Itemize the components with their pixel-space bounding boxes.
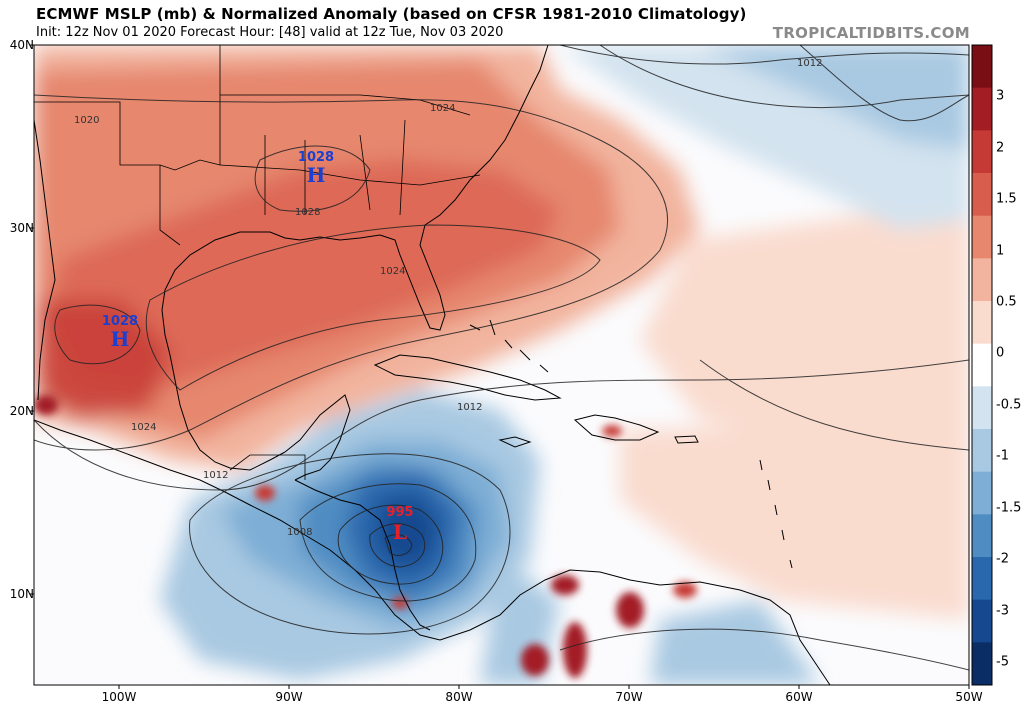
map-frame [33,44,970,686]
isobar-label: 1008 [287,527,312,538]
colorbar-swatch [972,173,992,217]
colorbar-swatch [972,87,992,131]
colorbar-frame [971,44,993,686]
lon-label: 100W [101,690,137,704]
anomaly-hotspots [34,395,697,678]
high-pressure-symbol: H [307,163,326,187]
colorbar-swatch [972,343,992,387]
lon-label: 90W [275,690,303,704]
brand-watermark: TROPICALTIDBITS.COM [772,24,970,42]
colorbar-swatch [972,258,992,302]
colorbar-label: 3 [996,88,1005,104]
map-panel: 1012 1024 1020 1028 1024 1024 1012 1012 … [34,45,969,685]
low-pressure-value: 995 [386,505,413,520]
isobar-label: 1012 [203,470,228,481]
isobar-label: 1028 [295,207,320,218]
colorbar-label: 0 [996,345,1005,361]
lat-label: 10N [9,587,34,601]
colorbar-label: 1.5 [996,191,1017,207]
lon-label: 80W [445,690,473,704]
axis-ticks [30,44,970,689]
colorbar-swatch [972,45,992,89]
lon-label: 50W [955,690,983,704]
isobar-label: 1020 [74,115,99,126]
anomaly-shading [34,45,969,685]
isobars [34,45,969,671]
high-pressure-symbol: H [111,327,130,351]
colorbar-swatch [972,301,992,345]
lat-label: 40N [9,38,34,52]
colorbar-swatch [972,599,992,643]
coastlines [34,45,831,685]
lat-label: 20N [9,404,34,418]
isobar-labels: 1012 1024 1020 1028 1024 1024 1012 1012 … [74,58,822,538]
isobar-label: 1024 [131,422,156,433]
colorbar-swatch [972,642,992,686]
colorbar-swatch [972,429,992,473]
isobar-label: 1024 [380,266,405,277]
map-title: ECMWF MSLP (mb) & Normalized Anomaly (ba… [36,5,747,23]
colorbar-swatch [972,130,992,174]
isobar-label: 1012 [797,58,822,69]
colorbar-label: -0.5 [996,397,1022,413]
colorbar-label: 2 [996,140,1005,156]
colorbar-label: 0.5 [996,294,1017,310]
colorbar-swatch [972,557,992,601]
colorbar [972,45,992,686]
lon-label: 70W [615,690,643,704]
colorbar-swatch [972,471,992,515]
colorbar-label: -3 [996,603,1009,619]
colorbar-label: -1.5 [996,500,1022,516]
low-pressure-symbol: L [393,520,407,544]
colorbar-label: -2 [996,551,1009,567]
lat-label: 30N [9,221,34,235]
colorbar-label: 1 [996,243,1005,259]
colorbar-swatch [972,215,992,259]
pressure-centers: 1028 H 1028 H 995 L [102,150,414,544]
colorbar-swatch [972,386,992,430]
colorbar-label: -5 [996,654,1009,670]
colorbar-label: -1 [996,448,1009,464]
high-pressure-value: 1028 [298,150,334,165]
high-pressure-value: 1028 [102,314,138,329]
colorbar-swatch [972,514,992,558]
lon-label: 60W [785,690,813,704]
isobar-label: 1024 [430,103,455,114]
map-subtitle: Init: 12z Nov 01 2020 Forecast Hour: [48… [36,25,504,40]
isobar-label: 1012 [457,402,482,413]
